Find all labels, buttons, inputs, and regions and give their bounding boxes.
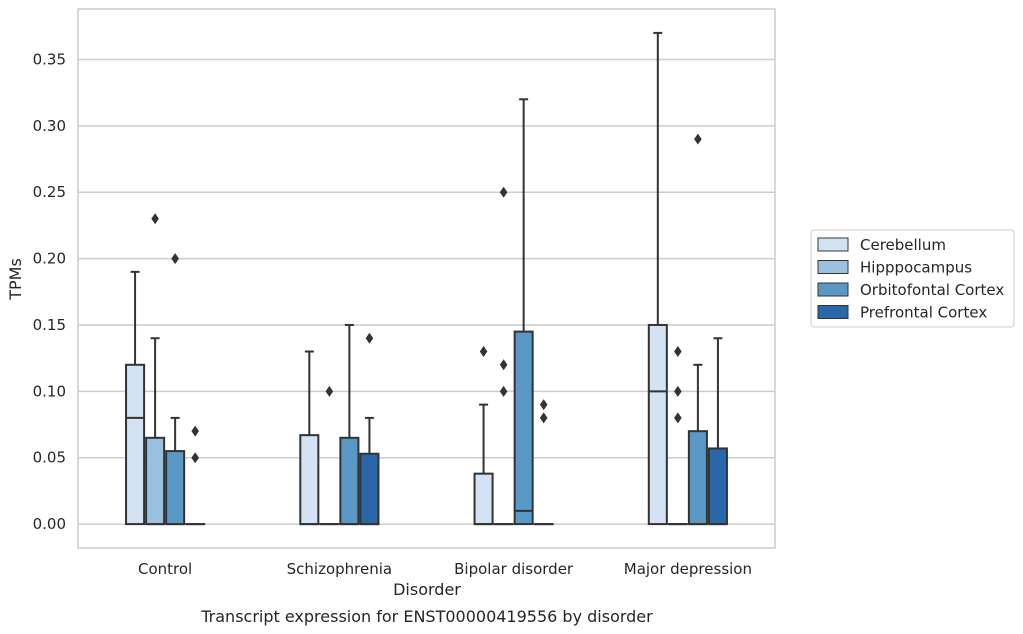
x-tick-label: Bipolar disorder: [454, 560, 574, 578]
legend-item: Hipppocampus: [817, 259, 972, 277]
outlier-point: [191, 425, 199, 437]
y-tick-label: 0.20: [33, 250, 66, 268]
legend-label: Cerebellum: [860, 236, 946, 254]
outlier-point: [539, 412, 548, 424]
legend-swatch: [817, 237, 849, 252]
box-hipppocampus: [145, 213, 166, 526]
box-orbitofontal-cortex: [165, 253, 186, 526]
y-tick-label: 0.05: [33, 449, 66, 467]
box-body: [707, 447, 728, 526]
box-orbitofontal-cortex: [339, 323, 360, 526]
legend-item: Cerebellum: [817, 236, 946, 254]
outlier-point: [674, 412, 682, 424]
box-hipppocampus: [493, 186, 514, 526]
x-axis-label: Disorder: [393, 580, 461, 599]
box-cerebellum: [647, 31, 668, 526]
y-tick-label: 0.15: [33, 316, 66, 334]
plot-frame: [77, 8, 776, 549]
outlier-point: [499, 359, 508, 371]
box-body: [647, 323, 668, 526]
outlier-point: [365, 332, 374, 344]
legend-label: Prefrontal Cortex: [860, 304, 987, 322]
legend-item: Orbitofontal Cortex: [817, 281, 1004, 299]
legend-item: Prefrontal Cortex: [817, 304, 987, 322]
box-body: [125, 363, 146, 526]
y-tick-label: 0.10: [33, 382, 66, 400]
box-prefrontal-cortex: [359, 332, 380, 526]
x-axis-ticks: Control Schizophrenia Bipolar disorder Majo…: [138, 560, 752, 578]
y-tick-label: 0.25: [33, 183, 66, 201]
legend: Cerebellum Hipppocampus Orbitofontal Corte…: [810, 229, 1015, 328]
x-tick-label: Schizophrenia: [287, 560, 392, 578]
x-tick-label: Control: [138, 560, 192, 578]
outlier-point: [674, 346, 682, 358]
legend-label: Orbitofontal Cortex: [860, 281, 1004, 299]
box-cerebellum: [473, 346, 494, 526]
legend-swatch: [817, 260, 849, 274]
outlier-point: [325, 385, 334, 397]
legend-box: [810, 229, 1015, 328]
box-body: [165, 450, 186, 526]
outlier-point: [479, 346, 488, 358]
box-orbitofontal-cortex: [687, 133, 708, 526]
outlier-point: [674, 385, 682, 397]
box-cerebellum: [299, 350, 320, 526]
legend-swatch: [817, 305, 849, 319]
box-body: [473, 472, 494, 526]
chart-caption: Transcript expression for ENST0000041955…: [200, 607, 653, 626]
box-hipppocampus: [319, 385, 340, 526]
legend-label: Hipppocampus: [860, 259, 972, 277]
box-hipppocampus: [667, 346, 688, 526]
y-axis-ticks: 0.00 0.05 0.10 0.15 0.20 0.25 0.30 0.35: [33, 50, 66, 533]
plot-area: [125, 31, 728, 526]
box-prefrontal-cortex: [533, 399, 554, 526]
box-prefrontal-cortex: [707, 337, 728, 526]
outlier-point: [151, 213, 159, 225]
outlier-point: [499, 385, 508, 397]
legend-swatch: [817, 282, 849, 297]
box-body: [299, 434, 320, 526]
box-body: [513, 330, 534, 526]
box-body: [359, 452, 380, 526]
outlier-point: [171, 253, 179, 265]
box-body: [687, 430, 708, 526]
y-tick-label: 0.35: [33, 50, 66, 68]
box-cerebellum: [125, 270, 146, 526]
box-prefrontal-cortex: [185, 425, 206, 526]
outlier-point: [694, 133, 702, 145]
x-tick-label: Major depression: [624, 560, 752, 578]
box-orbitofontal-cortex: [513, 98, 534, 526]
y-tick-label: 0.00: [33, 515, 66, 533]
box-body: [339, 436, 360, 526]
outlier-point: [539, 399, 548, 411]
box-body: [145, 436, 166, 526]
outlier-point: [191, 452, 199, 464]
y-tick-label: 0.30: [33, 117, 66, 135]
y-axis-label: TPMs: [6, 258, 25, 301]
outlier-point: [499, 186, 508, 198]
